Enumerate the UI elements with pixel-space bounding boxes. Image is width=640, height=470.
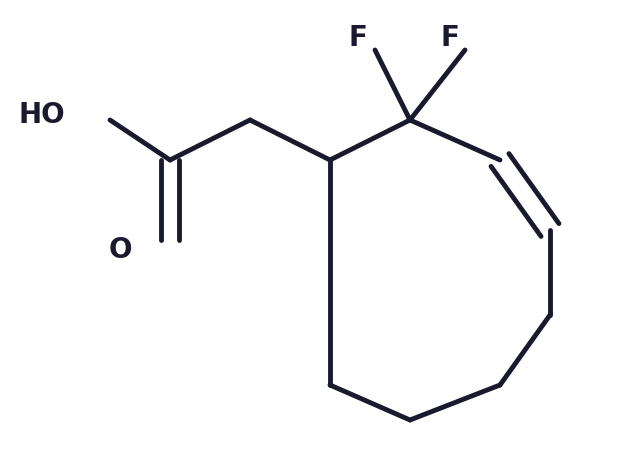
Text: F: F (349, 24, 367, 52)
Text: O: O (108, 236, 132, 264)
Text: HO: HO (19, 101, 65, 129)
Text: F: F (440, 24, 460, 52)
